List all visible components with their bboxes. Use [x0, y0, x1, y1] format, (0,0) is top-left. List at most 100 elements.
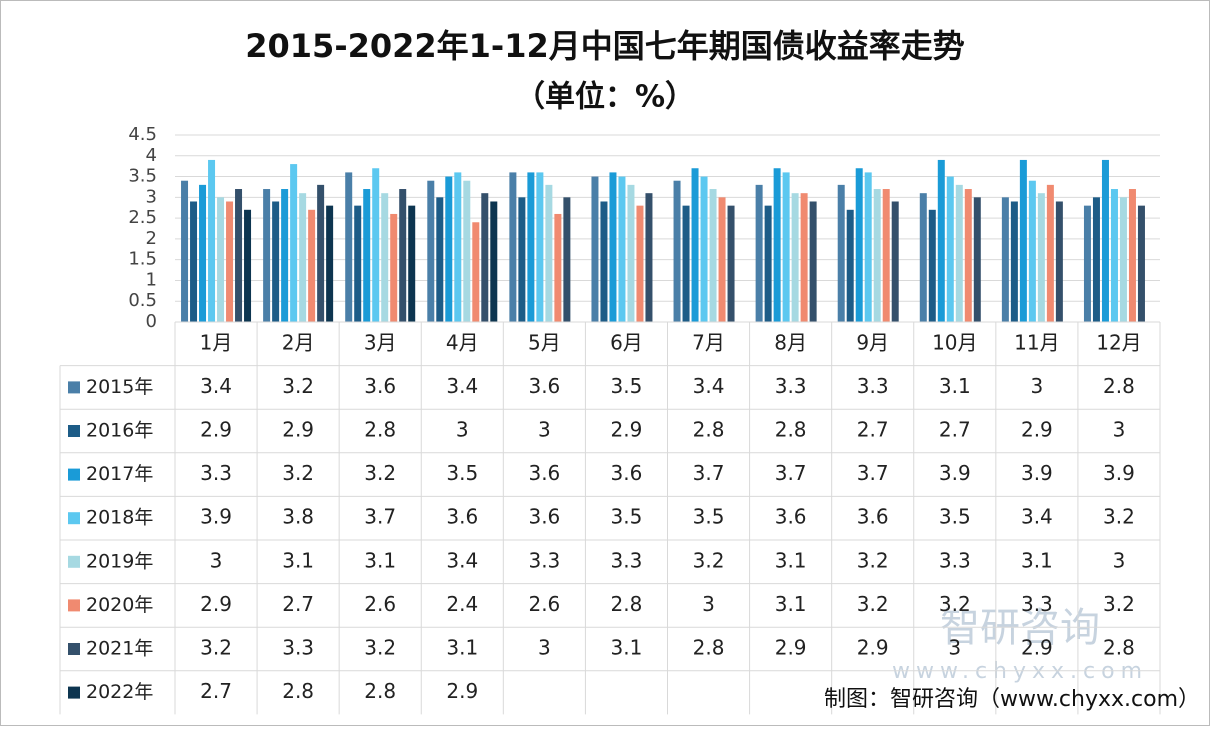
bar — [782, 172, 790, 322]
table-value: 3.2 — [364, 461, 396, 485]
table-value: 3 — [1031, 374, 1044, 398]
x-tick-label: 3月 — [364, 330, 397, 354]
table-value: 2.8 — [282, 679, 314, 703]
bar — [518, 197, 526, 322]
x-tick-label: 1月 — [200, 330, 233, 354]
y-tick-label: 1.5 — [128, 249, 157, 270]
legend-swatch — [68, 468, 80, 481]
table-value: 3.4 — [693, 374, 725, 398]
bar — [408, 205, 416, 322]
table-value: 2.9 — [200, 418, 232, 442]
bar — [235, 189, 243, 322]
table-value: 3.1 — [775, 548, 807, 572]
bar — [718, 197, 726, 322]
bar — [281, 189, 289, 322]
legend-swatch — [68, 512, 80, 525]
bar — [946, 176, 954, 322]
bar — [791, 193, 799, 322]
x-tick-label: 6月 — [610, 330, 643, 354]
table-value: 3.1 — [775, 592, 807, 616]
table-value: 2.7 — [857, 418, 889, 442]
table-value: 2.9 — [200, 592, 232, 616]
bar — [891, 201, 899, 322]
table-value: 3.6 — [857, 505, 889, 529]
x-tick-label: 2月 — [282, 330, 315, 354]
table-value: 2.8 — [693, 636, 725, 660]
bar — [682, 205, 690, 322]
x-tick-label: 8月 — [774, 330, 807, 354]
bar — [199, 184, 207, 322]
watermark-url: www.chyxx.com — [892, 659, 1148, 684]
table-value: 3 — [538, 418, 551, 442]
bar — [591, 176, 599, 322]
bar — [645, 193, 653, 322]
bar — [837, 184, 845, 322]
bar — [709, 189, 717, 322]
bar — [509, 172, 517, 322]
watermark: 智研咨询 — [940, 605, 1100, 651]
bar — [1092, 197, 1100, 322]
legend-swatch — [68, 599, 80, 612]
table-value: 3.2 — [857, 548, 889, 572]
table-value: 3.2 — [1103, 505, 1135, 529]
table-value: 3.7 — [775, 461, 807, 485]
bar — [1119, 197, 1127, 322]
bar — [527, 172, 535, 322]
bar — [873, 189, 881, 322]
legend-swatch — [68, 381, 80, 394]
legend-label: 2017年 — [86, 463, 153, 485]
y-tick-label: 3.5 — [128, 166, 157, 187]
table-value: 2.9 — [282, 418, 314, 442]
table-value: 3 — [1113, 548, 1126, 572]
y-tick-label: 4 — [146, 145, 157, 166]
bar — [882, 189, 890, 322]
bar — [773, 168, 781, 322]
x-tick-label: 5月 — [528, 330, 561, 354]
bar — [263, 189, 271, 322]
table-value: 3 — [456, 418, 469, 442]
y-tick-label: 0.5 — [128, 290, 157, 311]
y-tick-label: 4.5 — [128, 124, 157, 145]
bar — [919, 193, 927, 322]
bar — [563, 197, 571, 322]
bar — [700, 176, 708, 322]
bar — [964, 189, 972, 322]
legend-swatch — [68, 555, 80, 568]
x-tick-label: 12月 — [1096, 330, 1141, 354]
bar — [1019, 159, 1027, 322]
bar — [864, 172, 872, 322]
table-value: 3.2 — [364, 636, 396, 660]
table-value: 3.7 — [693, 461, 725, 485]
table-value: 3.5 — [693, 505, 725, 529]
table-value: 3.4 — [446, 374, 478, 398]
table-value: 3.8 — [282, 505, 314, 529]
table-value: 2.6 — [364, 592, 396, 616]
table-value: 2.8 — [364, 418, 396, 442]
table-value: 2.8 — [775, 418, 807, 442]
table-value: 3.6 — [528, 461, 560, 485]
table-value: 3.4 — [446, 548, 478, 572]
bar — [445, 176, 453, 322]
table-value: 3 — [1113, 418, 1126, 442]
bar — [299, 193, 307, 322]
table-value: 3 — [948, 636, 961, 660]
legend-label: 2022年 — [86, 681, 153, 703]
bar — [372, 168, 380, 322]
bar — [855, 168, 863, 322]
table-value: 3.1 — [364, 548, 396, 572]
bar — [800, 193, 808, 322]
bar — [190, 201, 198, 322]
bar — [463, 180, 471, 322]
table-value: 3.3 — [282, 636, 314, 660]
table-value: 3.3 — [1021, 592, 1053, 616]
table-value: 3.1 — [1021, 548, 1053, 572]
bar — [244, 209, 252, 322]
bar — [381, 193, 389, 322]
table-value: 2.9 — [446, 679, 478, 703]
table-value: 2.9 — [1021, 636, 1053, 660]
bar — [1037, 193, 1045, 322]
table-value: 3.5 — [611, 374, 643, 398]
bar — [673, 180, 681, 322]
